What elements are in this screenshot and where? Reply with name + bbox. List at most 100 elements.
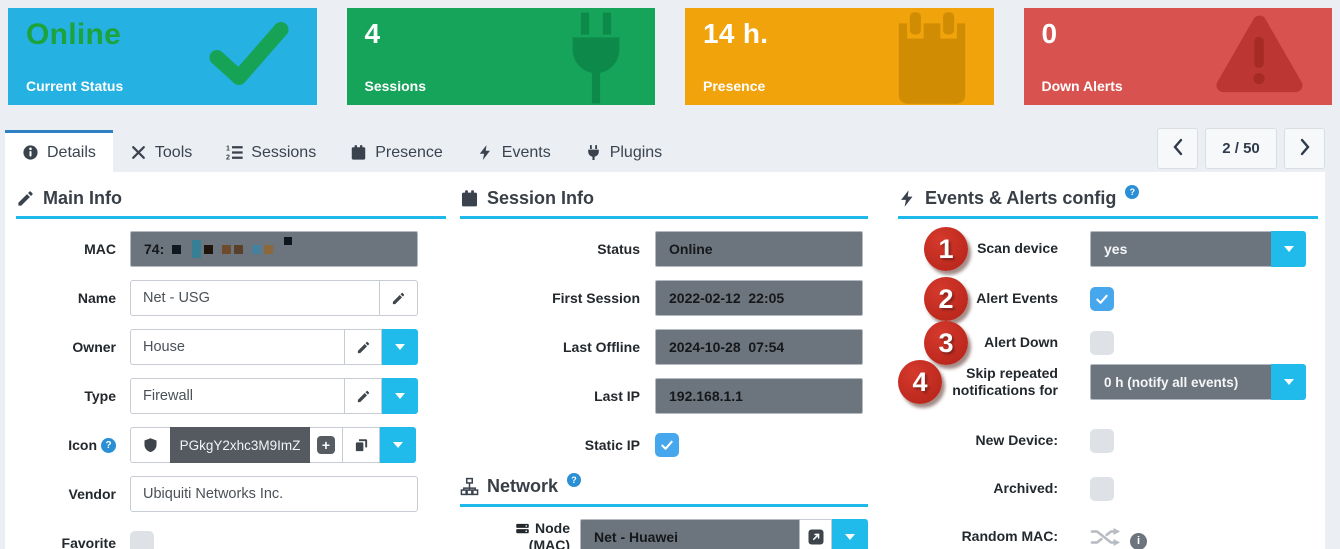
svg-text:2: 2 xyxy=(226,154,230,161)
warning-triangle-icon xyxy=(1212,12,1306,101)
tab-plugins-label: Plugins xyxy=(609,143,663,161)
chevron-down-icon xyxy=(845,534,855,540)
last-offline-label: Last Offline xyxy=(562,339,640,355)
tab-tools[interactable]: Tools xyxy=(113,130,209,172)
alert-events-checkbox[interactable] xyxy=(1090,287,1114,311)
tab-events[interactable]: Events xyxy=(460,130,568,172)
edit-type-button[interactable] xyxy=(345,378,382,414)
node-field: Net - Huawei xyxy=(580,519,800,549)
owner-input[interactable] xyxy=(130,329,345,365)
events-alerts-header: Events & Alerts config ? xyxy=(898,184,1318,219)
mac-prefix: 74: xyxy=(144,241,165,257)
owner-dropdown-button[interactable] xyxy=(382,329,418,365)
type-input[interactable] xyxy=(130,378,345,414)
archived-label: Archived: xyxy=(993,480,1058,497)
static-ip-checkbox[interactable] xyxy=(655,433,679,457)
skip-notifications-select[interactable]: 0 h (notify all events) xyxy=(1090,364,1271,400)
random-mac-label: Random MAC: xyxy=(961,528,1058,545)
chevron-right-icon xyxy=(1299,138,1311,160)
main-info-header: Main Info xyxy=(16,188,446,219)
icon-row: Icon ? PGkgY2xhc3M9ImZ + xyxy=(16,427,446,463)
presence-label: Presence xyxy=(703,78,766,94)
network-title: Network xyxy=(487,476,559,496)
last-ip-row: Last IP 192.168.1.1 xyxy=(460,378,868,414)
details-panel: Main Info MAC 74: xyxy=(5,172,1325,549)
events-alerts-section: Events & Alerts config ? 1 Scan device y… xyxy=(898,184,1318,549)
archived-checkbox[interactable] xyxy=(1090,477,1114,501)
main-info-section: Main Info MAC 74: xyxy=(16,188,446,549)
first-session-row: First Session 2022-02-12 22:05 xyxy=(460,280,868,316)
pencil-icon xyxy=(18,191,33,206)
vendor-input[interactable] xyxy=(130,476,418,512)
calendar-icon xyxy=(350,144,367,161)
name-label: Name xyxy=(77,290,116,306)
tab-details[interactable]: Details xyxy=(5,130,113,172)
skip-notifications-dropdown-button[interactable] xyxy=(1271,364,1306,400)
node-label: Node (MAC) xyxy=(460,520,570,549)
tab-plugins[interactable]: Plugins xyxy=(568,130,679,172)
vendor-label: Vendor xyxy=(68,486,116,502)
chevron-down-icon xyxy=(395,344,405,350)
first-session-field: 2022-02-12 22:05 xyxy=(655,280,863,316)
tab-events-label: Events xyxy=(501,143,551,161)
alert-down-checkbox[interactable] xyxy=(1090,331,1114,355)
edit-owner-button[interactable] xyxy=(345,329,382,365)
bolt-icon xyxy=(477,144,494,161)
sessions-card: 4 Sessions xyxy=(346,8,655,105)
chevron-left-icon xyxy=(1172,138,1184,160)
copy-icon-button[interactable] xyxy=(343,427,380,463)
session-info-section: Session Info Status Online First Session… xyxy=(460,188,868,549)
scan-device-select[interactable]: yes xyxy=(1090,231,1271,267)
owner-label: Owner xyxy=(72,339,116,355)
down-alerts-value: 0 xyxy=(1041,18,1058,49)
mac-field: 74: xyxy=(130,231,418,267)
network-help-badge[interactable]: ? xyxy=(567,472,582,487)
info-icon[interactable]: i xyxy=(1130,532,1147,549)
scan-device-dropdown-button[interactable] xyxy=(1271,231,1306,267)
annotation-step-2: 2 xyxy=(924,277,968,321)
device-pager: 2 / 50 xyxy=(1157,128,1325,169)
status-field: Online xyxy=(655,231,863,267)
icon-dropdown-button[interactable] xyxy=(380,427,416,463)
open-node-button[interactable] xyxy=(800,519,832,549)
main-info-title: Main Info xyxy=(43,188,122,208)
presence-value: 14 h. xyxy=(703,18,769,49)
down-alerts-card: 0 Down Alerts xyxy=(1023,8,1332,105)
plug-icon xyxy=(585,144,602,161)
current-status-card: Online Current Status xyxy=(8,8,317,105)
icon-label-text: Icon xyxy=(68,437,97,453)
owner-row: Owner xyxy=(16,329,446,365)
presence-card: 14 h. Presence xyxy=(685,8,994,105)
type-label: Type xyxy=(84,388,116,404)
favorite-row: Favorite xyxy=(16,525,446,549)
summary-cards: Online Current Status 4 Sessions 14 h. P… xyxy=(8,8,1332,105)
new-device-checkbox[interactable] xyxy=(1090,429,1114,453)
events-alerts-title: Events & Alerts config xyxy=(925,188,1117,208)
icon-label: Icon ? xyxy=(16,437,116,453)
sitemap-icon xyxy=(460,477,479,496)
annotation-step-4: 4 xyxy=(898,360,942,404)
status-label: Status xyxy=(597,241,640,257)
next-device-button[interactable] xyxy=(1284,128,1325,169)
name-input[interactable] xyxy=(130,280,380,316)
type-dropdown-button[interactable] xyxy=(382,378,418,414)
prev-device-button[interactable] xyxy=(1157,128,1198,169)
add-icon-button[interactable]: + xyxy=(310,427,343,463)
events-alerts-help-badge[interactable]: ? xyxy=(1125,184,1140,199)
tab-presence[interactable]: Presence xyxy=(333,130,460,172)
edit-name-button[interactable] xyxy=(380,280,418,316)
skip-notifications-label: Skip repeated notifications for xyxy=(898,365,1058,400)
last-offline-row: Last Offline 2024-10-28 07:54 xyxy=(460,329,868,365)
static-ip-label: Static IP xyxy=(584,437,640,453)
icon-help-badge[interactable]: ? xyxy=(101,437,116,453)
annotation-step-3: 3 xyxy=(924,321,968,365)
last-ip-field: 192.168.1.1 xyxy=(655,378,863,414)
bolt-icon xyxy=(901,190,913,207)
network-header: Network ? xyxy=(460,472,868,507)
node-dropdown-button[interactable] xyxy=(832,519,868,549)
shuffle-icon xyxy=(1090,525,1120,549)
favorite-checkbox[interactable] xyxy=(130,531,154,549)
